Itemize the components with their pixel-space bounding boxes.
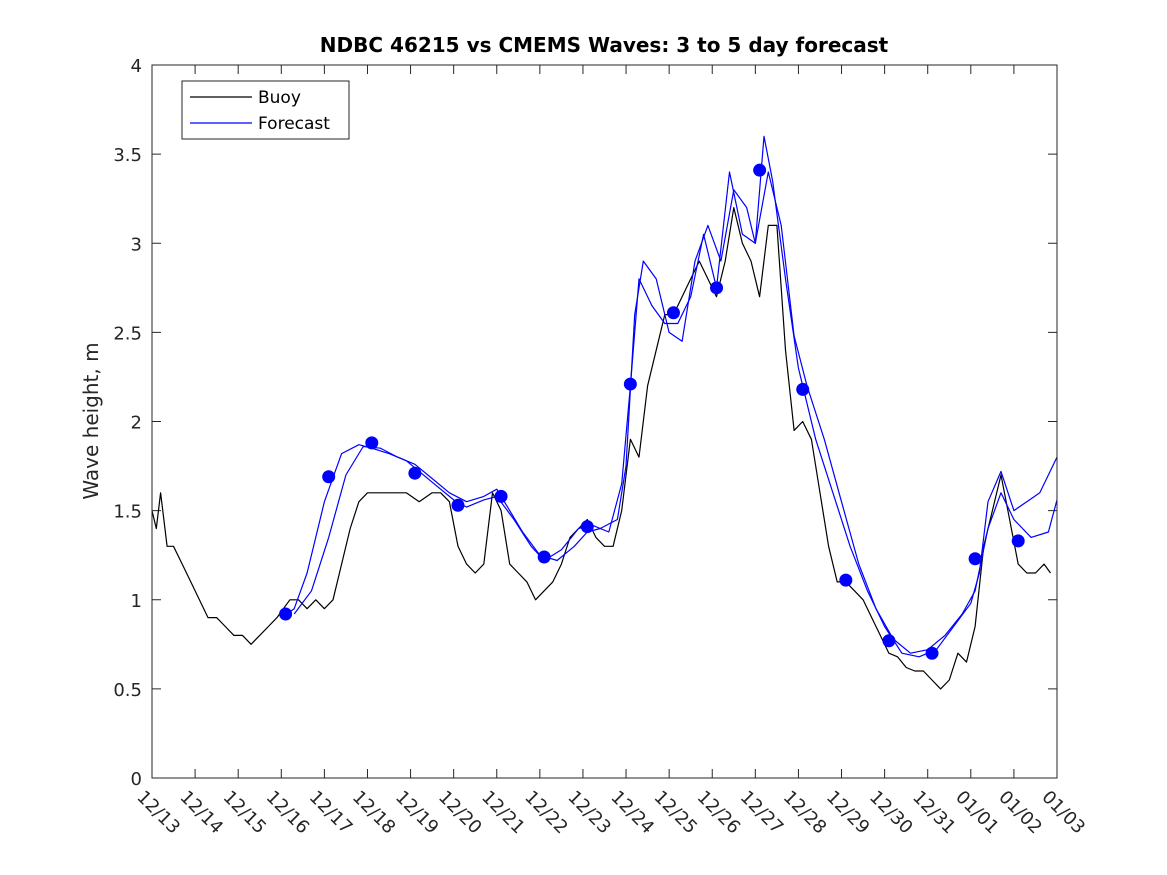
x-tick-label: 01/02 [994,787,1046,839]
forecast-marker [925,646,939,660]
x-tick-label: 12/22 [520,787,572,839]
x-tick-label: 12/21 [477,787,529,839]
y-tick-labels: 0 0.5 1 1.5 2 2.5 3 3.5 4 [113,56,142,790]
x-tick-label: 12/14 [176,787,228,839]
forecast-marker [968,552,982,566]
forecast-marker [537,550,551,564]
forecast-marker [322,470,336,484]
forecast-marker [623,377,637,391]
x-tick-label: 12/19 [391,787,443,839]
y-tick-label: 3.5 [113,145,142,166]
plot-background [152,65,1057,778]
forecast-marker [710,281,724,295]
x-tick-label: 12/28 [779,787,831,839]
y-tick-label: 4 [131,56,142,77]
x-tick-label: 12/20 [434,787,486,839]
y-tick-label: 1.5 [113,502,142,523]
plot-frame [151,64,1058,779]
y-tick-label: 2.5 [113,323,142,344]
legend-label-forecast: Forecast [258,114,330,134]
forecast-line-2 [293,171,1058,654]
buoy-line [151,207,1051,690]
forecast-marker [279,607,293,621]
x-tick-label: 12/31 [908,787,960,839]
forecast-marker [796,382,810,396]
x-tick-label: 12/18 [348,787,400,839]
legend-box [181,80,350,140]
x-tick-label: 12/17 [305,787,357,839]
x-tick-label: 12/26 [693,787,745,839]
y-tick-label: 2 [131,413,142,434]
forecast-marker [580,520,594,534]
forecast-marker [408,466,422,480]
y-tick-label: 1 [131,591,142,612]
x-tick-label: 12/16 [262,787,314,839]
x-tick-label: 01/03 [1037,787,1089,839]
forecast-marker [882,634,896,648]
legend-label-buoy: Buoy [258,88,301,108]
y-axis-label: Wave height, m [79,342,103,499]
chart-title: NDBC 46215 vs CMEMS Waves: 3 to 5 day fo… [320,33,889,57]
y-tick-label: 0.5 [113,680,142,701]
x-tick-label: 12/23 [563,787,615,839]
legend: Buoy Forecast [181,80,350,140]
markers-layer [279,163,1025,660]
forecast-marker [839,573,853,587]
forecast-marker [365,436,379,450]
y-tick-label: 3 [131,234,142,255]
x-tick-label: 01/01 [951,787,1003,839]
x-tick-label: 12/27 [736,787,788,839]
x-tick-label: 12/30 [865,787,917,839]
x-tick-label: 12/15 [219,787,271,839]
forecast-marker [494,489,508,503]
forecast-marker [666,306,680,320]
x-tick-label: 12/29 [822,787,874,839]
forecast-marker [1011,534,1025,548]
forecast-marker [753,163,767,177]
x-tick-label: 12/25 [650,787,702,839]
forecast-marker [451,498,465,512]
x-tick-labels: 12/1312/1412/1512/1612/1712/1812/1912/20… [132,787,1089,839]
x-tick-label: 12/24 [607,787,659,839]
y-tick-label: 0 [131,769,142,790]
x-tick-label: 12/13 [132,787,184,839]
